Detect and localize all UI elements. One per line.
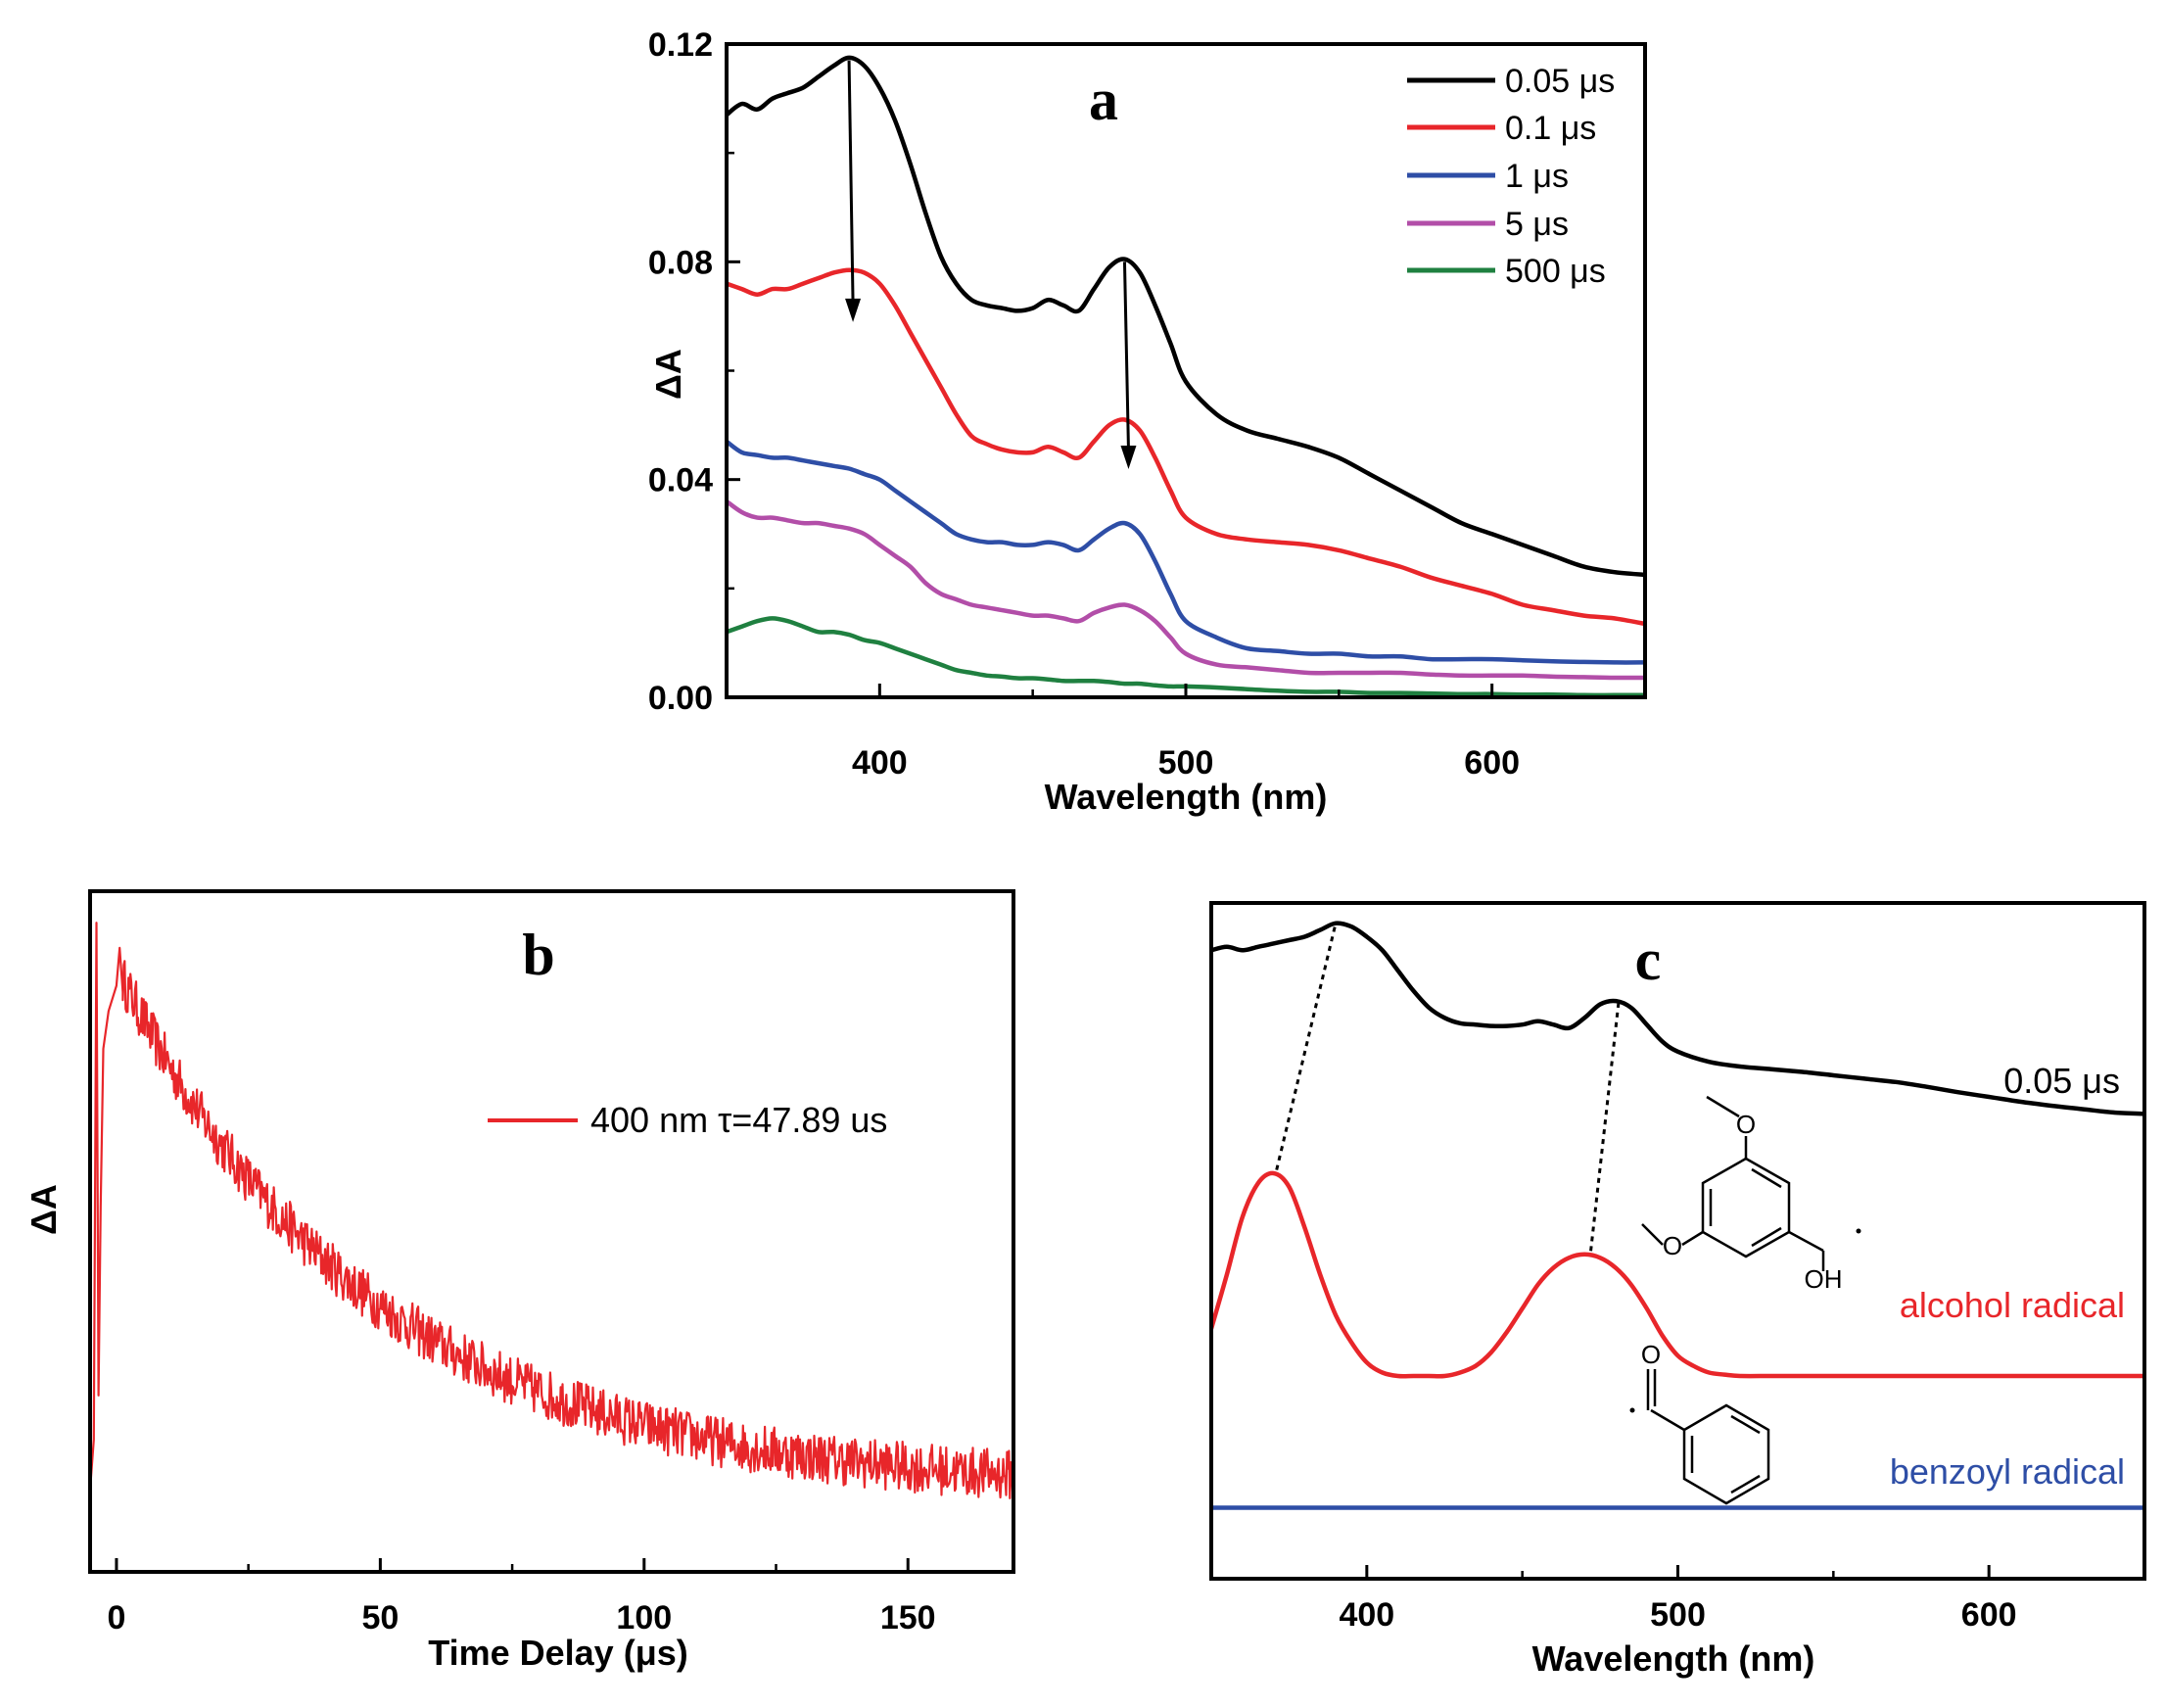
panel-c-dotted-connectors bbox=[1275, 923, 1621, 1252]
legend-label-0-05us: 0.05 μs bbox=[1505, 63, 1615, 100]
methyl-bond-left bbox=[1641, 1223, 1664, 1246]
series-label-benzoyl-radical: benzoyl radical bbox=[1890, 1451, 2125, 1492]
panel-b-y-label: ΔA bbox=[24, 1184, 64, 1235]
alcohol-ring-double-bond-2 bbox=[1751, 1226, 1782, 1248]
panel-a-arrow-shaft-0 bbox=[847, 60, 855, 303]
legend-label-0-1us: 0.1 μs bbox=[1505, 110, 1596, 147]
benzoyl-radical-dot bbox=[1629, 1407, 1635, 1413]
ch-bond bbox=[1788, 1230, 1824, 1253]
benzoyl-radical-structure bbox=[1646, 1369, 1770, 1505]
panel-a-y-tick-label-2: 0.08 bbox=[648, 244, 713, 281]
panel-c-series bbox=[1208, 921, 2145, 1510]
series-label-alcohol-radical: alcohol radical bbox=[1900, 1285, 2125, 1325]
panel-a-y-label: ΔA bbox=[648, 349, 688, 400]
panel-a-arrows bbox=[845, 60, 1137, 469]
panel-c-series-alcohol-radical bbox=[1208, 1170, 2144, 1379]
panel-b-frame bbox=[88, 889, 1015, 1574]
panel-c-letter: c bbox=[1635, 927, 1662, 992]
legend-label-400nm: 400 nm τ=47.89 us bbox=[590, 1100, 887, 1140]
panel-a-arrow-shaft-1 bbox=[1122, 261, 1130, 451]
panel-a-x-label: Wavelength (nm) bbox=[1045, 777, 1328, 817]
alcohol-oh: OH bbox=[1805, 1264, 1843, 1294]
panel-c-x-tick-label-500: 500 bbox=[1650, 1596, 1706, 1634]
panel-b-series bbox=[88, 922, 1014, 1499]
panel-a-series-5-s bbox=[725, 499, 1646, 681]
legend-label-500us: 500 μs bbox=[1505, 253, 1606, 290]
panel-c-dotted-connector-1 bbox=[1589, 1000, 1621, 1252]
panel-a-series-500-s bbox=[726, 616, 1645, 698]
panel-a-series-1-s bbox=[725, 439, 1646, 665]
methoxy-bond-left bbox=[1681, 1230, 1704, 1247]
panel-b-series-400nm bbox=[88, 922, 1014, 1499]
panel-c-x-tick-label-400: 400 bbox=[1339, 1596, 1394, 1634]
series-label-0-05us: 0.05 μs bbox=[2003, 1061, 2120, 1101]
panel-b-letter: b bbox=[522, 923, 554, 987]
panel-b-x-tick-label-50: 50 bbox=[361, 1599, 399, 1637]
alcohol-ring-double-bond-1 bbox=[1751, 1167, 1782, 1189]
panel-a: 400 500 600 0.00 0.04 0.08 0.12 a Wavelength … bbox=[648, 26, 1647, 817]
panel-a-series-0-05-s bbox=[725, 55, 1646, 578]
alcohol-radical-dot bbox=[1856, 1228, 1861, 1234]
benzoyl-o: O bbox=[1641, 1340, 1661, 1369]
panel-a-letter: a bbox=[1089, 68, 1118, 132]
benzoyl-ring-double-bond-2 bbox=[1730, 1474, 1761, 1494]
panel-b-x-tick-label-0: 0 bbox=[107, 1599, 125, 1637]
panel-a-y-ticks: 0.00 0.04 0.08 0.12 bbox=[648, 26, 740, 717]
legend-label-1us: 1 μs bbox=[1505, 158, 1569, 195]
carbonyl-ring-bond bbox=[1650, 1408, 1685, 1432]
panel-b-x-ticks: 0 50 100 150 bbox=[107, 1558, 936, 1637]
panel-b-legend: 400 nm τ=47.89 us bbox=[488, 1100, 887, 1140]
panel-a-y-tick-label-0: 0.00 bbox=[648, 680, 713, 717]
panel-a-x-tick-label-600: 600 bbox=[1464, 744, 1520, 782]
panel-b-x-tick-label-150: 150 bbox=[880, 1599, 936, 1637]
panel-b-x-label: Time Delay (μs) bbox=[428, 1633, 687, 1673]
alcohol-o-left: O bbox=[1663, 1231, 1682, 1260]
alcohol-o-top: O bbox=[1736, 1110, 1756, 1139]
panel-b: 0 50 100 150 b Time Delay (μs) ΔA 400 nm τ=… bbox=[24, 889, 1015, 1673]
panel-a-series bbox=[725, 55, 1646, 698]
legend-label-5us: 5 μs bbox=[1505, 206, 1569, 243]
benzoyl-ring-double-bond-1 bbox=[1730, 1414, 1761, 1435]
panel-a-x-tick-label-500: 500 bbox=[1158, 744, 1214, 782]
panel-a-series-0-1-s bbox=[726, 267, 1646, 627]
panel-a-y-tick-label-3: 0.12 bbox=[648, 26, 713, 64]
panel-a-y-tick-label-1: 0.04 bbox=[648, 462, 713, 499]
methyl-bond-top bbox=[1706, 1095, 1740, 1118]
panel-a-legend: 0.05 μs 0.1 μs 1 μs 5 μs 500 μs bbox=[1407, 63, 1615, 290]
panel-b-x-tick-label-100: 100 bbox=[616, 1599, 672, 1637]
alcohol-ring bbox=[1701, 1157, 1791, 1258]
panel-c-x-ticks: 400 500 600 bbox=[1209, 1565, 2146, 1634]
panel-a-arrow-head-0 bbox=[845, 298, 862, 322]
panel-c-x-label: Wavelength (nm) bbox=[1532, 1638, 1815, 1679]
panel-a-x-tick-label-400: 400 bbox=[852, 744, 908, 782]
panel-a-arrow-head-1 bbox=[1120, 445, 1137, 469]
panel-c-series-0-05-s bbox=[1210, 921, 2145, 1116]
panel-c: 400 500 600 c Wavelength (nm) 0.05 μs alco… bbox=[1208, 901, 2146, 1679]
panel-a-x-ticks: 400 500 600 bbox=[725, 684, 1647, 782]
panel-c-x-tick-label-600: 600 bbox=[1961, 1596, 2017, 1634]
panel-c-dotted-connector-0 bbox=[1275, 923, 1338, 1170]
alcohol-radical-structure bbox=[1641, 1095, 1825, 1271]
